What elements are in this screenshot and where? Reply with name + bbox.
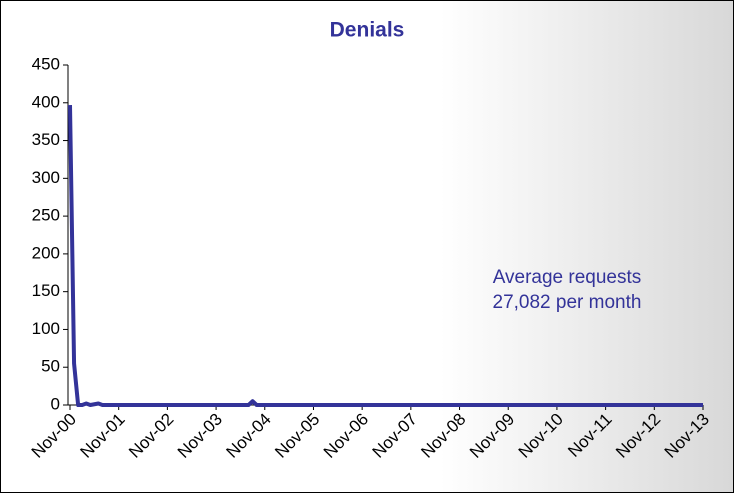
chart: Denials Average requests 27,082 per mont… xyxy=(0,0,734,493)
y-tick-label: 400 xyxy=(32,92,60,111)
annotation: 27,082 per month xyxy=(493,292,642,313)
y-tick-label: 50 xyxy=(41,357,60,376)
y-tick-label: 200 xyxy=(32,243,60,262)
y-tick-label: 250 xyxy=(32,206,60,225)
y-tick-label: 100 xyxy=(32,319,60,338)
y-tick-label: 300 xyxy=(32,168,60,187)
annotation: Average requests xyxy=(493,267,642,288)
y-tick-label: 150 xyxy=(32,281,60,300)
y-tick-label: 350 xyxy=(32,130,60,149)
y-tick-label: 0 xyxy=(51,394,60,413)
chart-title: Denials xyxy=(330,19,405,42)
y-tick-label: 450 xyxy=(32,54,60,73)
